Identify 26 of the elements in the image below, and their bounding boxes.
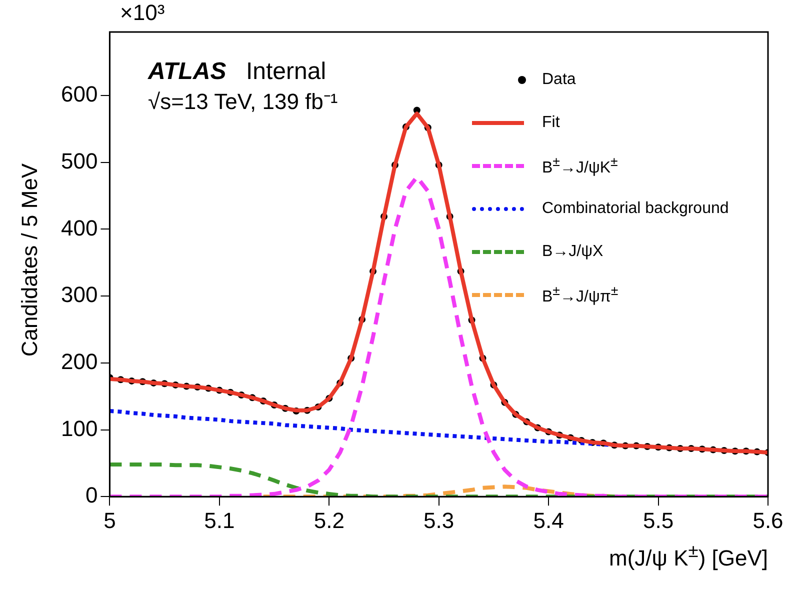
annotation: √s=13 TeV, 139 fb⁻¹ (148, 88, 338, 115)
legend-label: Data (542, 70, 576, 88)
legend-label: B$^{±}$→J/ψK$^{±}$ (542, 154, 618, 178)
x-axis-title: m(J/ψ K$^{±}$) [GeV] (609, 540, 768, 572)
legend-label: Fit (542, 114, 560, 132)
x-tick-label: 5.5 (642, 508, 674, 533)
y-tick-label: 200 (60, 348, 98, 374)
x-tick-label: 5.2 (314, 508, 344, 533)
y-axis-title: Candidates / 5 MeV (17, 163, 43, 357)
x-tick-label: 5.1 (204, 508, 235, 533)
x-tick-label: 5 (104, 508, 116, 533)
legend-label: B$^{±}$→J/ψπ$^{±}$ (542, 282, 618, 306)
y-tick-label: 300 (60, 282, 98, 308)
y-tick-label: 500 (60, 148, 98, 174)
text: ×10³ (120, 0, 165, 26)
x-tick-label: 5.4 (533, 508, 564, 533)
y-tick-label: 600 (60, 82, 98, 107)
legend-label: B→J/ψX (542, 242, 604, 260)
x-tick-label: 5.3 (424, 508, 454, 533)
legend-label: Combinatorial background (542, 200, 729, 218)
y-tick-label: 400 (60, 215, 98, 240)
annotation: Internal (246, 58, 326, 86)
annotation: ATLAS (148, 58, 226, 86)
x-tick-label: 5.6 (752, 508, 784, 533)
y-tick-label: 100 (60, 416, 98, 441)
y-tick-label: 0 (85, 482, 98, 508)
